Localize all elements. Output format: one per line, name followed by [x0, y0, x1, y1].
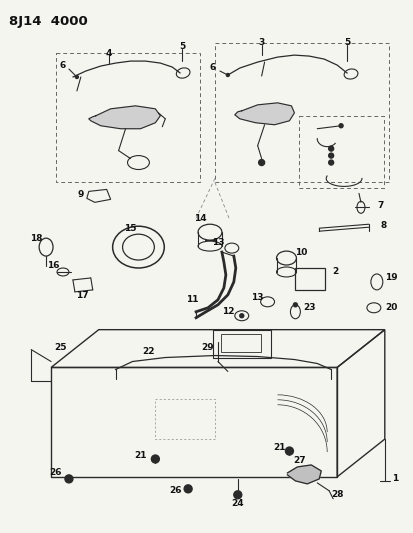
Text: 23: 23: [302, 303, 315, 312]
Bar: [299, 116, 383, 188]
Text: 7: 7: [377, 201, 383, 210]
Text: 3: 3: [258, 38, 264, 47]
Bar: [214, 43, 388, 182]
Circle shape: [293, 303, 297, 307]
Text: 5: 5: [178, 42, 185, 51]
Circle shape: [239, 314, 243, 318]
Text: 21: 21: [134, 450, 146, 459]
Text: 25: 25: [55, 343, 67, 352]
Text: 29: 29: [201, 343, 214, 352]
Text: 15: 15: [124, 224, 136, 233]
Circle shape: [65, 475, 73, 483]
Text: 6: 6: [60, 61, 66, 69]
Text: 1: 1: [391, 474, 397, 483]
Text: 5: 5: [343, 38, 349, 47]
Text: 13: 13: [251, 293, 263, 302]
Polygon shape: [88, 106, 160, 129]
Text: 20: 20: [385, 303, 397, 312]
Polygon shape: [234, 103, 294, 125]
Text: 8J14  4000: 8J14 4000: [9, 15, 88, 28]
Text: 28: 28: [330, 490, 342, 499]
Text: 12: 12: [221, 307, 233, 316]
Text: 18: 18: [30, 233, 42, 243]
Circle shape: [285, 447, 293, 455]
Text: 9: 9: [78, 190, 84, 199]
Text: 27: 27: [292, 456, 305, 465]
Circle shape: [258, 159, 264, 166]
Circle shape: [151, 455, 159, 463]
Circle shape: [328, 160, 333, 165]
Text: 21: 21: [273, 442, 285, 451]
Text: 22: 22: [142, 347, 154, 356]
Circle shape: [233, 491, 241, 499]
Text: 4: 4: [105, 49, 112, 58]
Text: 8: 8: [380, 221, 386, 230]
Text: 26: 26: [169, 486, 181, 495]
Text: 13: 13: [211, 238, 223, 247]
Text: 17: 17: [76, 292, 89, 301]
Text: 10: 10: [294, 247, 307, 256]
Text: 16: 16: [47, 261, 59, 270]
Text: 2: 2: [331, 268, 337, 277]
Text: 24: 24: [231, 499, 244, 508]
Circle shape: [75, 76, 78, 78]
Circle shape: [226, 74, 229, 77]
Text: 11: 11: [185, 295, 198, 304]
Circle shape: [328, 146, 333, 151]
Bar: [221, 334, 260, 352]
Bar: [212, 330, 270, 358]
Text: 14: 14: [193, 214, 206, 223]
Text: 19: 19: [385, 273, 397, 282]
Bar: [155, 399, 214, 439]
Polygon shape: [287, 465, 320, 484]
Text: 26: 26: [49, 469, 61, 478]
Text: 6: 6: [209, 62, 216, 71]
Circle shape: [338, 124, 342, 128]
Circle shape: [184, 485, 192, 493]
Bar: [56, 53, 199, 182]
Circle shape: [328, 153, 333, 158]
